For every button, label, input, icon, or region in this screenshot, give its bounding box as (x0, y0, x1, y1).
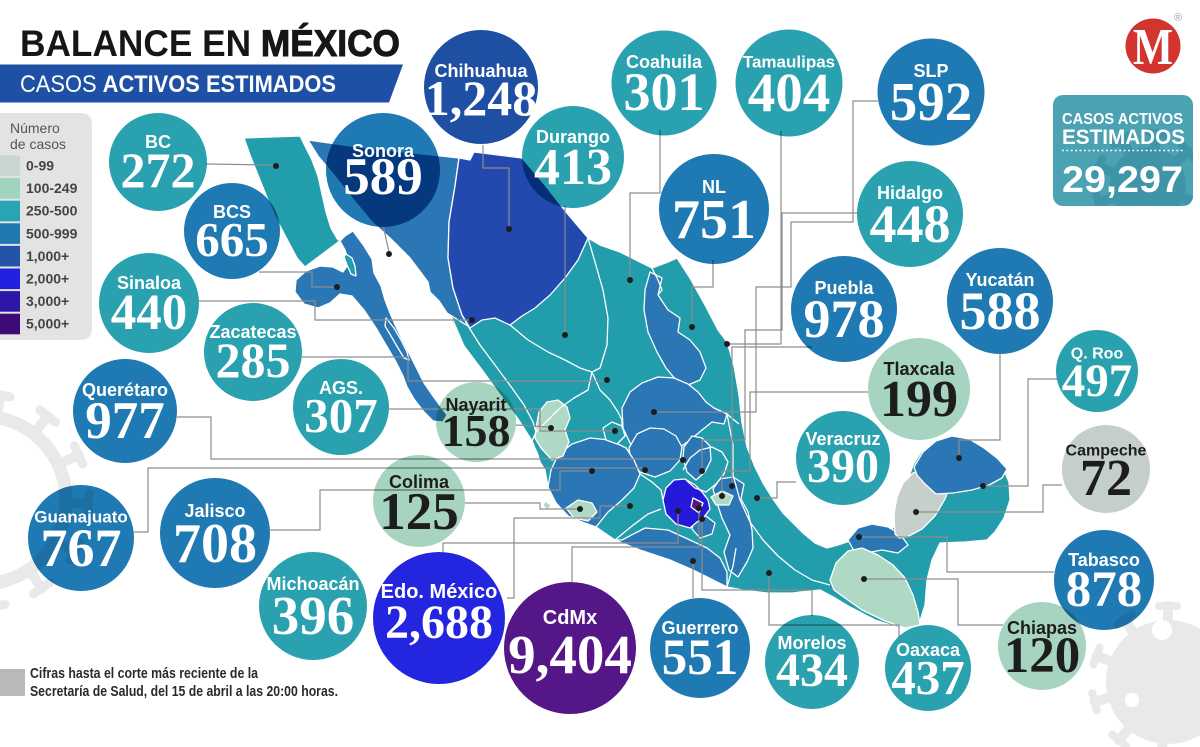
svg-text:390: 390 (807, 440, 879, 493)
svg-text:708: 708 (173, 513, 257, 575)
svg-text:de casos: de casos (10, 136, 66, 152)
svg-text:977: 977 (85, 392, 165, 450)
svg-text:1,000+: 1,000+ (26, 248, 69, 264)
svg-text:Cifras hasta el corte más reci: Cifras hasta el corte más reciente de la (30, 665, 259, 682)
svg-text:Coahuila: Coahuila (626, 52, 703, 72)
svg-text:Michoacán: Michoacán (266, 574, 359, 594)
svg-text:Veracruz: Veracruz (805, 429, 880, 449)
svg-text:440: 440 (111, 285, 188, 341)
svg-text:665: 665 (195, 212, 269, 267)
svg-text:Puebla: Puebla (814, 278, 874, 298)
svg-text:0-99: 0-99 (26, 158, 54, 174)
svg-text:404: 404 (748, 62, 831, 123)
svg-text:767: 767 (41, 518, 122, 578)
svg-text:2,000+: 2,000+ (26, 271, 69, 287)
svg-text:250-500: 250-500 (26, 203, 78, 219)
svg-text:Campeche: Campeche (1066, 443, 1147, 460)
svg-text:978: 978 (804, 289, 885, 349)
svg-text:878: 878 (1066, 562, 1143, 618)
svg-text:Morelos: Morelos (777, 633, 846, 653)
svg-text:Hidalgo: Hidalgo (877, 183, 943, 203)
svg-text:307: 307 (304, 388, 378, 443)
svg-text:CdMx: CdMx (543, 607, 597, 629)
svg-text:Edo. México: Edo. México (381, 581, 498, 603)
svg-text:ESTIMADOS: ESTIMADOS (1062, 126, 1185, 149)
svg-text:301: 301 (624, 62, 705, 122)
svg-text:497: 497 (1062, 355, 1133, 407)
svg-text:3,000+: 3,000+ (26, 293, 69, 309)
svg-text:5,000+: 5,000+ (26, 316, 69, 332)
svg-text:Zacatecas: Zacatecas (209, 322, 296, 342)
svg-text:272: 272 (121, 142, 196, 198)
svg-text:Querétaro: Querétaro (82, 380, 168, 400)
svg-text:CASOS ACTIVOS: CASOS ACTIVOS (1062, 111, 1183, 128)
svg-text:588: 588 (960, 281, 1041, 341)
svg-text:100-249: 100-249 (26, 180, 78, 196)
svg-text:Guanajuato: Guanajuato (34, 508, 128, 527)
svg-text:448: 448 (870, 194, 951, 254)
svg-text:592: 592 (890, 71, 973, 132)
svg-text:Tamaulipas: Tamaulipas (743, 53, 835, 72)
svg-text:589: 589 (343, 148, 423, 206)
svg-text:Sinaloa: Sinaloa (117, 273, 182, 293)
svg-text:413: 413 (534, 139, 612, 196)
svg-text:Nayarit: Nayarit (445, 395, 506, 415)
svg-text:SLP: SLP (913, 61, 948, 81)
svg-text:Durango: Durango (536, 127, 610, 147)
svg-text:Guerrero: Guerrero (661, 618, 738, 638)
svg-text:BCS: BCS (213, 202, 251, 222)
svg-text:120: 120 (1004, 628, 1081, 684)
svg-text:1,248: 1,248 (425, 70, 538, 126)
svg-text:Chihuahua: Chihuahua (435, 61, 529, 81)
svg-text:CASOS ACTIVOS ESTIMADOS: CASOS ACTIVOS ESTIMADOS (20, 71, 336, 98)
svg-text:158: 158 (442, 405, 511, 456)
svg-text:434: 434 (776, 644, 848, 697)
svg-text:285: 285 (216, 332, 291, 388)
svg-text:Número: Número (10, 120, 60, 136)
svg-text:751: 751 (672, 189, 756, 251)
svg-text:396: 396 (272, 585, 355, 646)
svg-text:2,688: 2,688 (385, 596, 493, 649)
svg-text:NL: NL (702, 177, 726, 197)
svg-text:Chiapas: Chiapas (1007, 618, 1077, 638)
svg-text:29,297: 29,297 (1062, 159, 1183, 200)
svg-text:9,404: 9,404 (508, 624, 632, 685)
svg-text:125: 125 (379, 483, 459, 541)
svg-text:BALANCE EN MÉXICO: BALANCE EN MÉXICO (20, 23, 400, 64)
svg-text:AGS.: AGS. (319, 378, 363, 398)
svg-text:Jalisco: Jalisco (184, 501, 245, 521)
svg-text:72: 72 (1080, 450, 1132, 507)
svg-text:Yucatán: Yucatán (965, 270, 1034, 290)
svg-text:Colima: Colima (389, 472, 450, 492)
svg-text:Oaxaca: Oaxaca (896, 640, 961, 660)
svg-text:Tlaxcala: Tlaxcala (883, 359, 955, 379)
svg-text:Secretaría de Salud, del 15 de: Secretaría de Salud, del 15 de abril a l… (30, 683, 338, 700)
svg-text:437: 437 (891, 650, 965, 705)
svg-text:®: ® (1174, 12, 1182, 24)
svg-text:M: M (1133, 19, 1173, 76)
svg-text:Sonora: Sonora (352, 141, 415, 161)
svg-text:Q. Roo: Q. Roo (1071, 346, 1124, 363)
svg-text:199: 199 (880, 371, 958, 428)
svg-text:551: 551 (662, 630, 739, 686)
svg-text:BC: BC (145, 132, 171, 152)
svg-text:Tabasco: Tabasco (1068, 550, 1140, 570)
svg-text:500-999: 500-999 (26, 225, 78, 241)
